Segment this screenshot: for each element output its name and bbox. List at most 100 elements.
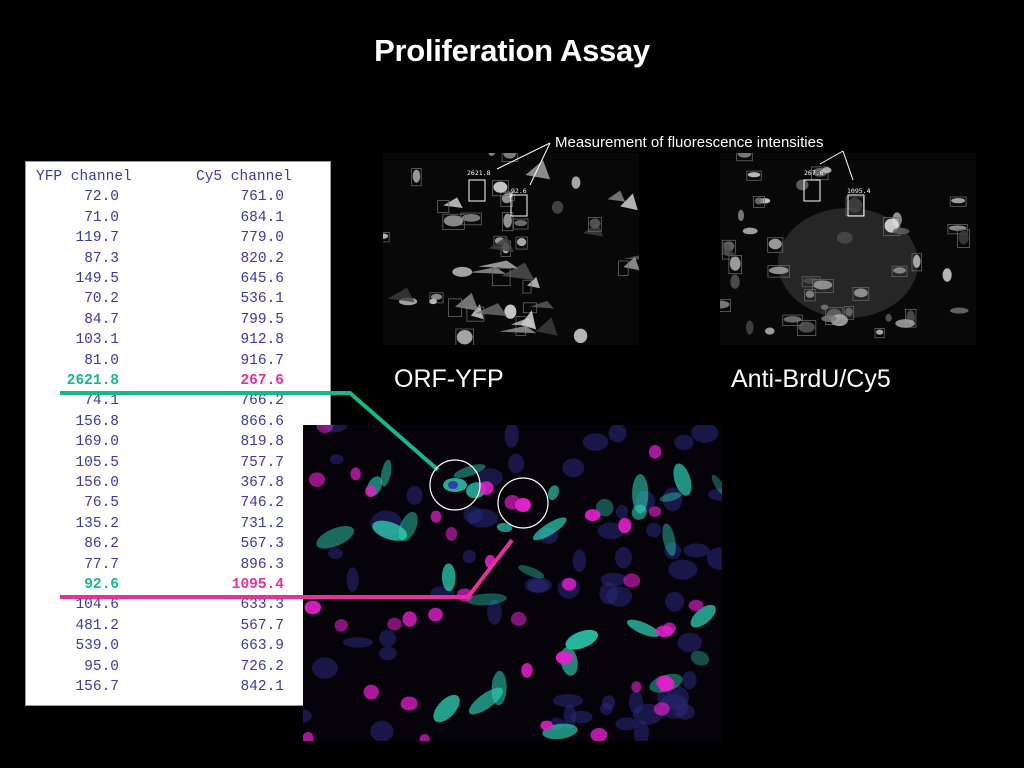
brdu-nucleus — [653, 702, 670, 716]
brdu-nucleus — [659, 675, 672, 689]
roi-box — [500, 191, 513, 207]
yfp-value: 104.6 — [75, 597, 119, 614]
roi-box — [720, 299, 731, 312]
roi-box — [767, 237, 784, 253]
table-row: 119.7 779.0 — [26, 228, 332, 248]
yfp-value: 84.7 — [84, 311, 119, 328]
dapi-nucleus — [708, 488, 722, 501]
cy5-value: 684.1 — [240, 209, 284, 226]
table-row: 95.0 726.2 — [26, 657, 332, 677]
dapi-nucleus — [379, 646, 397, 661]
cy5-value: 746.2 — [240, 495, 284, 512]
cell — [853, 288, 868, 298]
cy5-value: 766.2 — [240, 393, 284, 410]
slide-title: Proliferation Assay — [374, 33, 650, 68]
brdu-nucleus — [456, 588, 473, 602]
brdu-nucleus — [304, 600, 322, 615]
yfp-value: 149.5 — [75, 271, 119, 287]
yfp-value: 156.7 — [75, 679, 119, 695]
roi-box — [501, 212, 514, 232]
brdu-nucleus — [655, 625, 674, 638]
cy5-value: 757.7 — [240, 454, 284, 471]
yfp-value: 135.2 — [75, 515, 119, 532]
cell — [912, 254, 921, 268]
dapi-nucleus — [342, 637, 373, 648]
yfp-value: 71.0 — [84, 209, 119, 226]
yfp-cell — [631, 504, 647, 520]
yfp-cell — [372, 520, 408, 541]
table-row: 74.1 766.2 — [26, 391, 332, 411]
cell — [514, 220, 528, 227]
dapi-nucleus — [668, 559, 698, 580]
cell — [573, 328, 588, 344]
cell — [737, 209, 745, 222]
cell — [493, 181, 508, 193]
roi-box — [843, 306, 855, 320]
cy5-value: 820.2 — [240, 250, 284, 267]
cell — [470, 303, 484, 320]
yfp-value: 156.0 — [75, 475, 119, 491]
measured-roi-box — [803, 179, 821, 202]
measured-roi-box — [468, 179, 486, 202]
dapi-nucleus — [615, 546, 632, 569]
cell — [729, 256, 741, 271]
dapi-nucleus — [303, 709, 312, 723]
brdu-nucleus — [387, 617, 402, 631]
dapi-nucleus — [597, 522, 625, 540]
dapi-nucleus — [329, 454, 344, 465]
roi-box — [883, 217, 901, 237]
cell — [503, 153, 517, 159]
brdu-nucleus — [365, 484, 377, 497]
cell — [456, 330, 473, 345]
roi-box — [442, 213, 465, 230]
yfp-value: 103.1 — [75, 332, 119, 349]
cell — [387, 287, 415, 303]
header-yfp: YFP channel — [36, 169, 132, 185]
cy5-image: 267.6 1095.4 — [720, 153, 970, 339]
dapi-nucleus — [600, 702, 613, 715]
dapi-nucleus — [462, 549, 476, 564]
dapi-nucleus — [563, 704, 577, 729]
roi-box — [429, 292, 444, 304]
dapi-nucleus — [582, 433, 609, 451]
cell — [737, 153, 752, 158]
brdu-nucleus — [648, 445, 662, 459]
roi-box — [782, 314, 803, 326]
cell — [551, 200, 564, 214]
cy5-value: 819.8 — [240, 434, 284, 451]
dapi-nucleus — [683, 543, 710, 558]
cell — [623, 255, 639, 260]
brdu-nucleus — [618, 517, 632, 534]
intensity-table: YFP channel Cy5 channel 72.0 761.0 71.0 684.1… — [25, 161, 331, 706]
brdu-nucleus — [445, 526, 458, 541]
roi-box — [891, 265, 908, 278]
table-row: 156.0 367.8 — [26, 473, 332, 493]
cell — [765, 327, 775, 335]
cy5-value: 731.2 — [240, 515, 284, 532]
caption-cy5: Anti-BrdU/Cy5 — [731, 365, 891, 393]
dapi-nucleus — [682, 671, 697, 690]
dapi-nucleus — [665, 591, 685, 612]
cell — [589, 218, 601, 229]
highlighted-yfp-nucleus — [448, 481, 458, 489]
roi-box — [448, 298, 462, 318]
yfp-cell — [518, 565, 545, 579]
cy5-value: 779.0 — [240, 230, 284, 247]
cell — [747, 172, 761, 178]
table-row: 481.2 567.7 — [26, 616, 332, 636]
dapi-nucleus — [633, 720, 649, 741]
dapi-nucleus — [463, 506, 483, 524]
roi-box — [767, 265, 790, 278]
cy5-value: 1095.4 — [231, 577, 284, 593]
cy5-value: 726.2 — [240, 658, 284, 675]
table-row: 72.0 761.0 — [26, 187, 332, 207]
brdu-nucleus — [308, 472, 325, 487]
yfp-cell — [491, 670, 507, 706]
cell — [876, 329, 884, 335]
yfp-image: 2621.8 92.6 — [383, 153, 639, 345]
cell — [488, 153, 495, 156]
yfp-cell — [626, 619, 660, 637]
table-row: 135.2 731.2 — [26, 514, 332, 534]
cell — [571, 176, 581, 189]
yfp-value: 119.7 — [75, 230, 119, 247]
